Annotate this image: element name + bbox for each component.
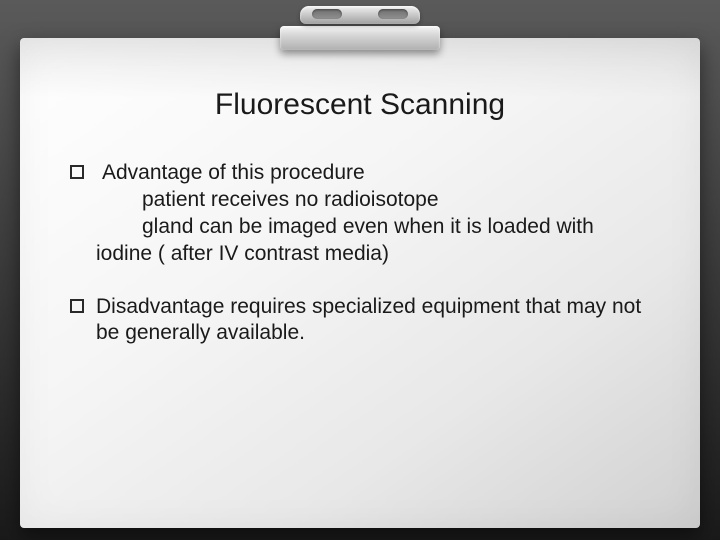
square-bullet-icon [70,165,84,179]
square-bullet-icon [70,299,84,313]
bullet-1-line-2: patient receives no radioisotope [96,187,594,214]
bullet-1-line-1: Advantage of this procedure [96,161,365,184]
bullet-1-line-4: iodine ( after IV contrast media) [96,242,389,265]
bullet-item: Advantage of this procedure patient rece… [70,160,650,268]
slide-paper: Fluorescent Scanning Advantage of this p… [20,38,700,528]
bullet-1-line-3: gland can be imaged even when it is load… [96,214,594,241]
slide-title: Fluorescent Scanning [70,88,650,122]
clip-bottom [280,26,440,50]
binder-clip [280,6,440,54]
bullet-text-2: Disadvantage requires specialized equipm… [96,294,650,348]
bullet-item: Disadvantage requires specialized equipm… [70,294,650,348]
bullet-text-1: Advantage of this procedure patient rece… [96,160,594,268]
clip-top [300,6,420,24]
